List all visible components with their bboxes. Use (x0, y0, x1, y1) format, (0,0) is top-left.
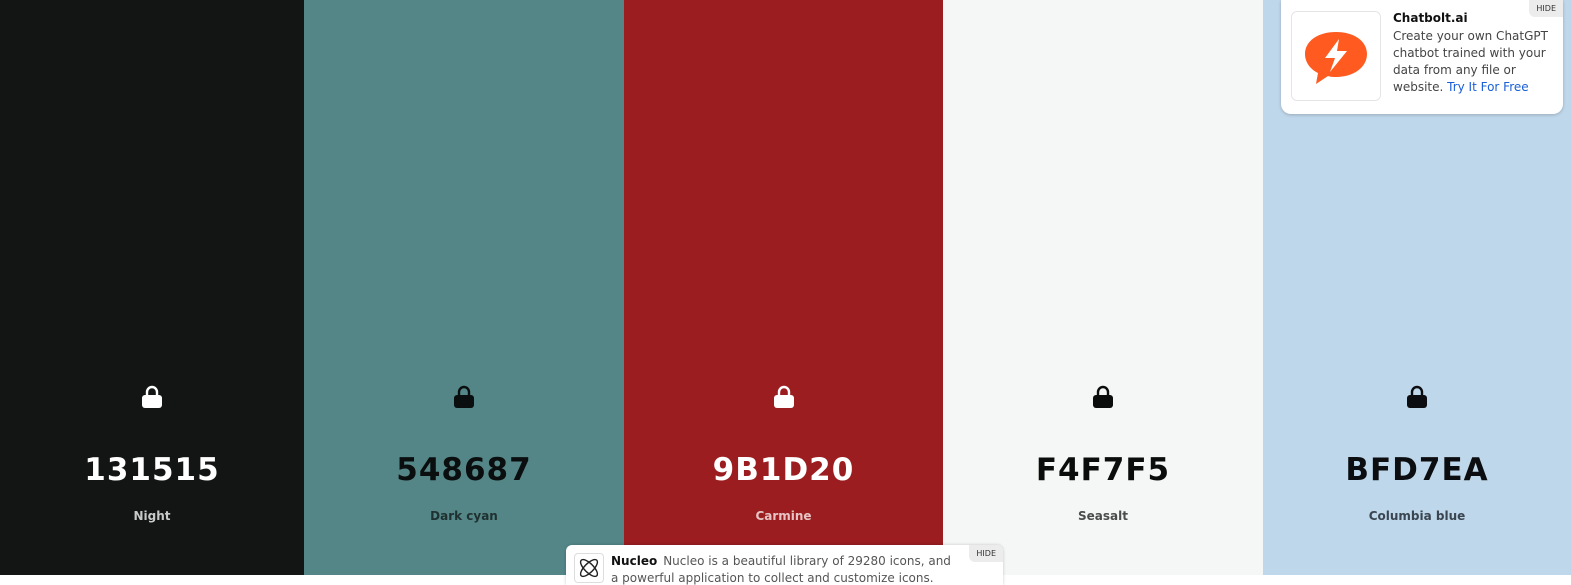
ad-text: Create your own ChatGPT chatbot trained … (1393, 28, 1553, 96)
hide-button[interactable]: HIDE (1529, 0, 1563, 17)
lock-icon (142, 385, 162, 408)
hex-code[interactable]: 548687 (396, 452, 532, 488)
color-name[interactable]: Seasalt (1078, 509, 1128, 523)
color-swatch: 548687 Dark cyan (304, 0, 624, 575)
banner-description: Nucleo is a beautiful library of 29280 i… (611, 554, 951, 585)
logo-icon (1305, 32, 1367, 84)
hex-code[interactable]: 131515 (84, 452, 220, 488)
lock-button[interactable] (1092, 385, 1114, 413)
color-name[interactable]: Carmine (755, 509, 812, 523)
lock-icon (773, 385, 794, 408)
color-swatch: 131515 Night (0, 0, 304, 575)
color-name[interactable]: Dark cyan (430, 509, 498, 523)
lock-button[interactable] (453, 385, 475, 413)
hide-button[interactable]: HIDE (969, 545, 1003, 562)
lock-icon (454, 385, 474, 408)
ad-description: Create your own ChatGPT chatbot trained … (1393, 29, 1548, 94)
banner-title[interactable]: Nucleo (611, 554, 658, 568)
ad-link[interactable]: Try It For Free (1447, 80, 1529, 94)
hex-code[interactable]: BFD7EA (1345, 452, 1489, 488)
ad-logo[interactable] (1291, 11, 1381, 101)
color-name[interactable]: Night (133, 509, 171, 523)
color-swatch: 9B1D20 Carmine (624, 0, 943, 575)
hex-code[interactable]: 9B1D20 (712, 452, 855, 488)
color-name[interactable]: Columbia blue (1368, 509, 1466, 523)
banner: Nucleo Nucleo is a beautiful library of 2… (566, 545, 1003, 585)
lock-button[interactable] (1406, 385, 1428, 413)
lock-button[interactable] (141, 385, 163, 413)
ad-card: Chatbolt.ai Create your own ChatGPT chat… (1281, 0, 1563, 114)
color-swatch: F4F7F5 Seasalt (943, 0, 1263, 575)
lock-button[interactable] (773, 385, 795, 413)
lock-icon (1407, 385, 1427, 408)
ad-title[interactable]: Chatbolt.ai (1393, 11, 1468, 25)
lock-icon (1093, 385, 1113, 408)
atom-icon (579, 558, 599, 578)
hex-code[interactable]: F4F7F5 (1035, 452, 1171, 488)
banner-icon (574, 553, 604, 583)
banner-text: Nucleo Nucleo is a beautiful library of 2… (611, 553, 951, 585)
